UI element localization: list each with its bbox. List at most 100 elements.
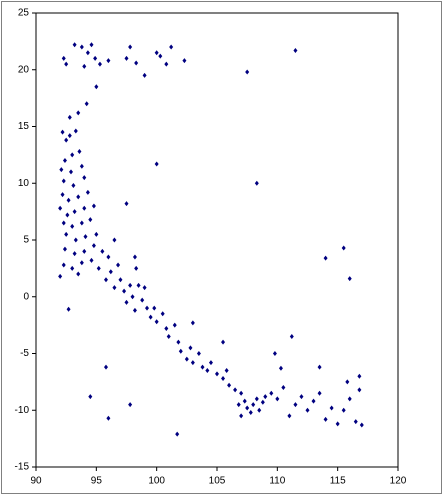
point (72, 251, 77, 257)
point (64, 61, 69, 67)
point (154, 319, 159, 325)
point (136, 282, 141, 288)
point (293, 402, 298, 408)
point (134, 60, 139, 66)
point (142, 72, 147, 78)
point (94, 231, 99, 237)
point (62, 158, 67, 164)
point (154, 50, 159, 56)
point (289, 333, 294, 339)
point (239, 413, 244, 419)
point (190, 320, 195, 326)
point (66, 197, 71, 203)
point (61, 220, 66, 226)
point (145, 305, 150, 311)
point (182, 58, 187, 64)
point (100, 248, 105, 254)
point (175, 431, 180, 437)
point (323, 416, 328, 422)
x-tick-label: 90 (30, 476, 42, 487)
point (305, 407, 310, 413)
y-tick-label: 15 (18, 121, 30, 132)
point (60, 129, 65, 135)
point (79, 260, 84, 266)
point (106, 254, 111, 260)
x-tick-label: 115 (330, 476, 346, 487)
point (134, 265, 139, 271)
point (357, 373, 362, 379)
point (341, 245, 346, 251)
point (68, 169, 73, 175)
point (154, 161, 159, 167)
point (224, 368, 229, 374)
y-tick-label: -5 (20, 348, 29, 359)
point (103, 364, 108, 370)
point (66, 306, 71, 312)
point (299, 394, 304, 400)
point (58, 205, 63, 211)
point (317, 390, 322, 396)
point (67, 133, 72, 139)
point (236, 402, 241, 408)
y-tick-label: 0 (23, 291, 29, 302)
point (176, 339, 181, 345)
point (251, 402, 256, 408)
point (164, 61, 169, 67)
point (106, 58, 111, 64)
point (248, 410, 253, 416)
point (254, 180, 259, 186)
point (184, 356, 189, 362)
point (130, 294, 135, 300)
point (79, 44, 84, 50)
point (242, 398, 247, 404)
point (254, 396, 259, 402)
point (73, 237, 78, 243)
point (70, 265, 75, 271)
point (335, 421, 340, 427)
point (359, 422, 364, 428)
point (221, 339, 226, 345)
point (245, 69, 250, 75)
point (287, 413, 292, 419)
point (71, 183, 76, 189)
point (272, 351, 277, 356)
point (122, 288, 127, 294)
point (345, 379, 350, 385)
point (124, 201, 129, 207)
point (62, 246, 67, 252)
point (245, 405, 250, 411)
point (79, 163, 84, 169)
point (200, 364, 205, 370)
point (152, 305, 157, 311)
point (79, 220, 84, 226)
point (263, 394, 268, 400)
point (93, 55, 98, 61)
point (60, 192, 65, 198)
point (311, 398, 316, 404)
point (208, 360, 213, 366)
point (64, 231, 69, 237)
point (106, 415, 111, 421)
point (88, 394, 93, 400)
point (190, 360, 195, 366)
point (89, 257, 94, 263)
point (85, 50, 90, 56)
point (58, 273, 63, 279)
point (59, 167, 64, 173)
point (67, 114, 72, 120)
x-tick-label: 95 (91, 476, 103, 487)
point (164, 326, 169, 332)
point (112, 285, 117, 291)
point (221, 375, 226, 381)
point (82, 63, 87, 69)
point (72, 209, 77, 215)
point (65, 212, 70, 218)
point (116, 262, 121, 268)
point (160, 311, 165, 317)
point (317, 364, 322, 370)
point (158, 53, 163, 59)
point (76, 194, 81, 200)
point (128, 44, 133, 50)
point (239, 390, 244, 396)
